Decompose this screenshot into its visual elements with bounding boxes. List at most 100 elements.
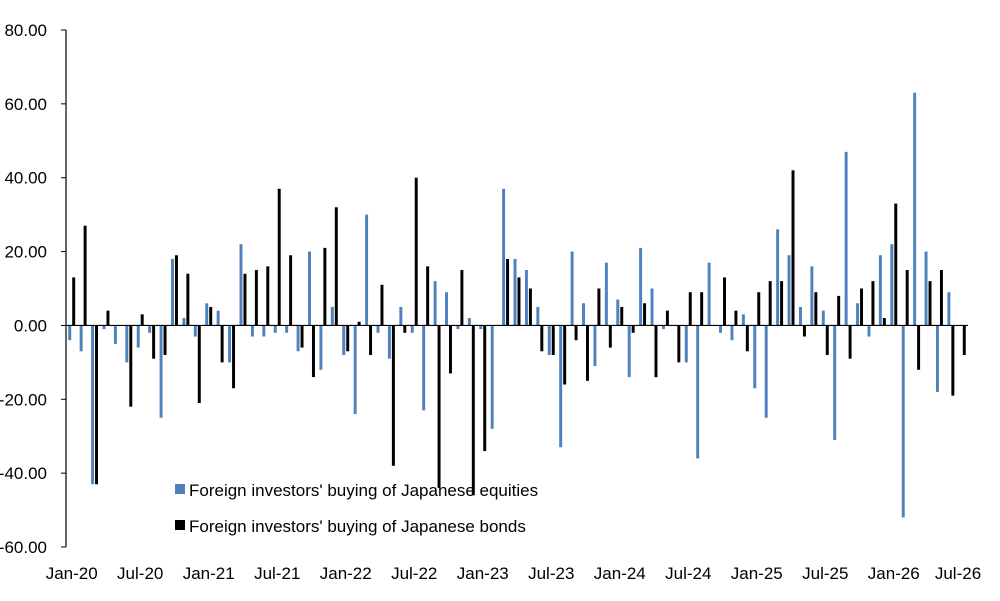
bars-group: [68, 92, 966, 518]
equity-bar-Apr-20: [102, 325, 106, 330]
bond-bar-Mar-25: [780, 281, 784, 326]
equity-bar-Dec-20: [193, 325, 197, 337]
equity-bar-Oct-22: [445, 292, 448, 326]
bond-bar-Jul-25: [825, 325, 829, 355]
bond-bar-Feb-24: [631, 325, 635, 333]
bond-bar-Oct-25: [860, 288, 864, 326]
equity-bar-Aug-22: [422, 325, 426, 411]
equity-bar-Nov-25: [867, 325, 871, 337]
equity-bar-May-26: [935, 325, 939, 392]
equity-bar-May-20: [113, 325, 117, 344]
equity-bar-Apr-26: [924, 251, 928, 326]
bond-bar-Jul-24: [688, 292, 692, 326]
bond-bar-May-26: [939, 270, 943, 326]
equity-bar-Feb-23: [490, 325, 494, 429]
equity-bar-Sep-25: [844, 151, 848, 326]
equity-bar-Dec-23: [604, 262, 608, 326]
y-tick-label: -20.00: [0, 390, 47, 409]
equity-bar-Feb-21: [216, 310, 220, 326]
x-tick-label: Jan-24: [594, 564, 646, 583]
bond-bar-Aug-25: [837, 295, 841, 326]
bond-bar-Jun-20: [129, 325, 133, 407]
bond-bar-Jun-25: [814, 292, 818, 326]
x-tick-label: Jan-26: [868, 564, 920, 583]
bond-bar-Jun-22: [403, 325, 407, 333]
equity-bar-Jul-23: [547, 325, 551, 355]
y-tick-label: -40.00: [0, 464, 47, 483]
bond-bar-Mar-21: [232, 325, 236, 389]
legend-label-bonds: Foreign investors' buying of Japanese bo…: [189, 517, 526, 536]
equity-bar-Apr-22: [376, 325, 380, 333]
equity-bar-Jan-24: [616, 299, 620, 326]
x-tick-label: Jul-23: [528, 564, 574, 583]
bond-bar-Dec-21: [334, 207, 338, 326]
equity-bar-Dec-24: [741, 314, 745, 326]
bond-bar-Jan-20: [72, 277, 76, 326]
bond-bar-May-24: [665, 310, 669, 326]
equity-bar-Jul-21: [273, 325, 277, 333]
bond-bar-Feb-26: [905, 270, 909, 326]
x-tick-label: Jan-22: [320, 564, 372, 583]
equity-bar-Mar-20: [91, 325, 95, 485]
equity-bar-Jul-20: [136, 325, 140, 348]
bond-bar-Jul-21: [277, 188, 281, 326]
equity-bar-Mar-21: [228, 325, 232, 363]
x-ticks-group: Jan-20 Jul-20 Jan-21 Jul-21 Jan-22 Jul-22 Jan-…: [46, 564, 981, 583]
equity-bar-Jan-22: [342, 325, 346, 355]
x-tick-label: Jan-20: [46, 564, 98, 583]
equity-bar-Oct-23: [582, 303, 586, 326]
equity-bar-Jul-25: [821, 310, 825, 326]
bond-bar-Nov-23: [597, 288, 601, 326]
y-tick-label: 80.00: [4, 21, 47, 40]
equity-bar-Mar-23: [502, 188, 506, 326]
x-tick-label: Jan-25: [731, 564, 783, 583]
bond-bar-Apr-22: [380, 284, 384, 326]
bond-bar-Jul-26: [962, 325, 966, 355]
legend-label-equities: Foreign investors' buying of Japanese eq…: [189, 481, 538, 500]
bond-bar-Jul-23: [551, 325, 555, 355]
axes-group: [65, 30, 968, 547]
equity-bar-Nov-23: [593, 325, 597, 367]
x-tick-label: Jul-25: [802, 564, 848, 583]
y-tick-label: -60.00: [0, 538, 47, 557]
legend: Foreign investors' buying of Japanese eq…: [175, 481, 538, 536]
bond-bar-Sep-20: [163, 325, 167, 355]
equity-bar-Oct-24: [719, 325, 723, 333]
x-tick-label: Jul-21: [254, 564, 300, 583]
legend-swatch-bonds: [175, 520, 185, 530]
y-tick-label: 20.00: [4, 243, 47, 262]
equity-bar-Aug-23: [559, 325, 563, 448]
y-ticks-group: 80.00 60.00 40.00 20.00 0.00 -20.00 -40.00 -60.…: [0, 21, 66, 557]
equity-bar-Mar-25: [776, 229, 780, 326]
bond-bar-Mar-20: [95, 325, 99, 485]
equity-bar-Dec-25: [878, 255, 882, 326]
bond-bar-Sep-25: [848, 325, 852, 359]
bond-bar-Jan-25: [757, 292, 761, 326]
bond-bar-Mar-24: [643, 303, 647, 326]
equity-bar-Sep-21: [296, 325, 300, 352]
bond-bar-Apr-21: [243, 273, 247, 326]
bond-bar-Nov-22: [460, 270, 464, 326]
y-tick-label: 60.00: [4, 95, 47, 114]
y-tick-label: 0.00: [14, 316, 47, 335]
equity-bar-Apr-23: [513, 258, 517, 326]
equity-bar-Jan-26: [890, 244, 894, 326]
equity-bar-Sep-23: [570, 251, 574, 326]
bond-bar-Jul-20: [140, 314, 144, 326]
bond-bar-Aug-21: [289, 255, 293, 326]
bond-bar-Nov-24: [734, 310, 738, 326]
bond-bar-Jan-22: [346, 325, 350, 352]
equity-bar-May-24: [661, 325, 665, 330]
bond-bar-Jul-22: [414, 177, 418, 326]
x-tick-label: Jul-24: [665, 564, 711, 583]
equity-bar-Apr-25: [787, 255, 791, 326]
x-tick-label: Jul-26: [935, 564, 981, 583]
bond-bar-May-21: [254, 270, 258, 326]
bond-bar-Apr-26: [928, 281, 932, 326]
bond-bar-Jun-23: [540, 325, 544, 352]
bond-bar-Mar-23: [506, 258, 510, 326]
bond-bar-Dec-24: [745, 325, 749, 352]
bond-bar-Jun-21: [266, 266, 270, 326]
equity-bar-Feb-20: [79, 325, 83, 352]
